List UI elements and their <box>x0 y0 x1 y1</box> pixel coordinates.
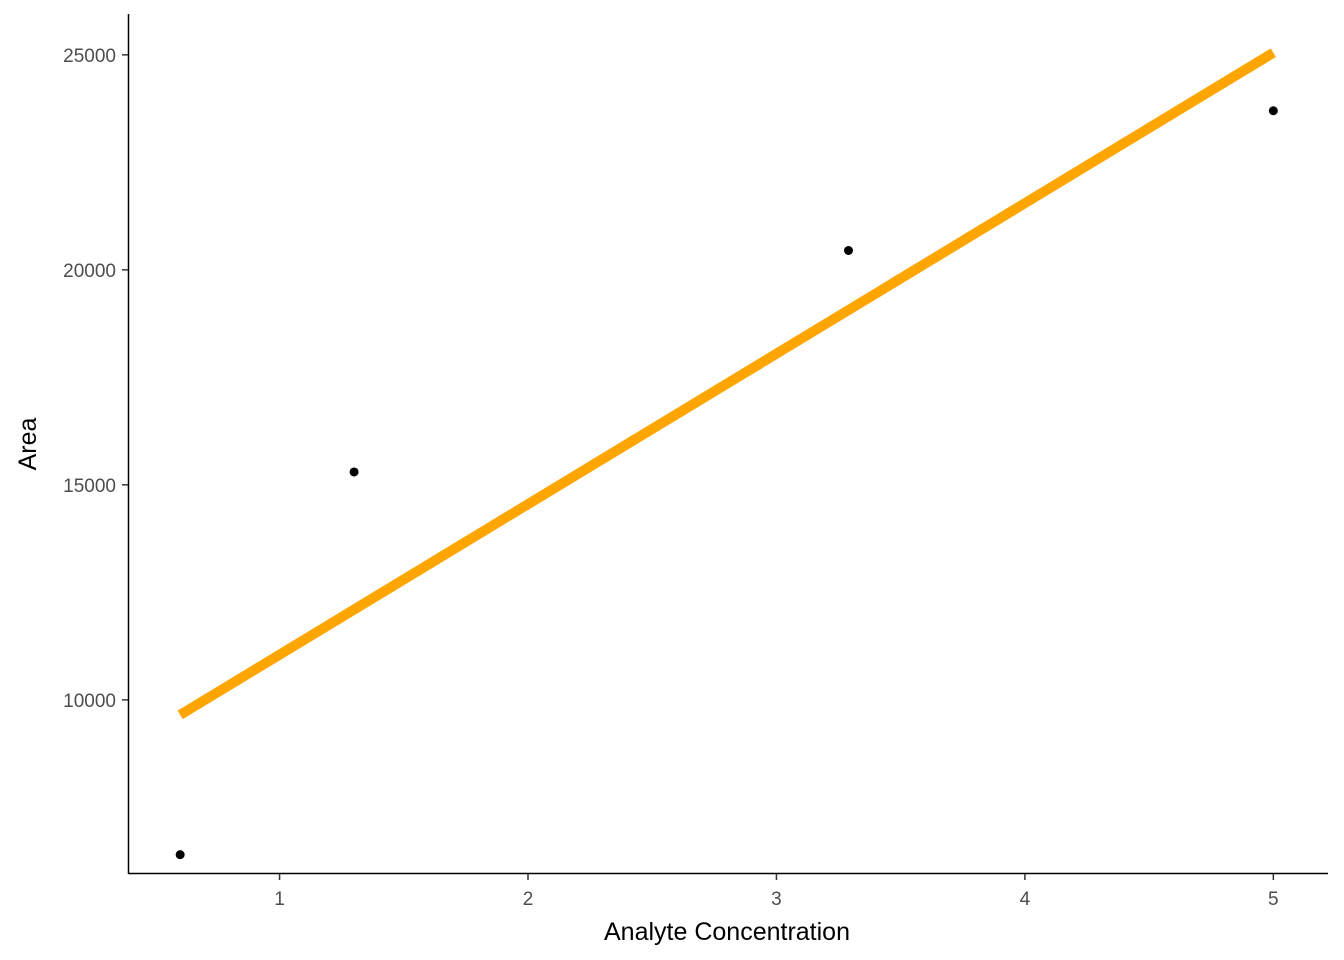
data-point <box>349 467 359 477</box>
data-point <box>1268 106 1278 116</box>
x-tick-label: 2 <box>523 889 534 910</box>
x-tick-label: 1 <box>274 889 285 910</box>
x-axis: 1 2 3 4 5 <box>128 872 1328 910</box>
data-point <box>843 246 853 255</box>
x-tick-label: 4 <box>1020 889 1031 910</box>
x-ticks: 1 2 3 4 5 <box>274 874 1279 910</box>
x-tick-label: 5 <box>1268 889 1279 910</box>
y-tick-label: 10000 <box>63 691 116 712</box>
x-axis-title: Analyte Concentration <box>604 918 850 946</box>
x-tick-label: 3 <box>771 889 782 910</box>
y-axis: 10000 15000 20000 25000 <box>63 14 130 874</box>
y-ticks: 10000 15000 20000 25000 <box>63 46 128 712</box>
fit-line <box>177 48 1276 720</box>
y-axis-title: Area <box>14 418 42 471</box>
y-tick-label: 20000 <box>63 261 116 282</box>
plot-area <box>175 48 1278 860</box>
y-tick-label: 15000 <box>63 476 116 497</box>
data-point <box>175 850 185 860</box>
y-tick-label: 25000 <box>63 46 116 67</box>
